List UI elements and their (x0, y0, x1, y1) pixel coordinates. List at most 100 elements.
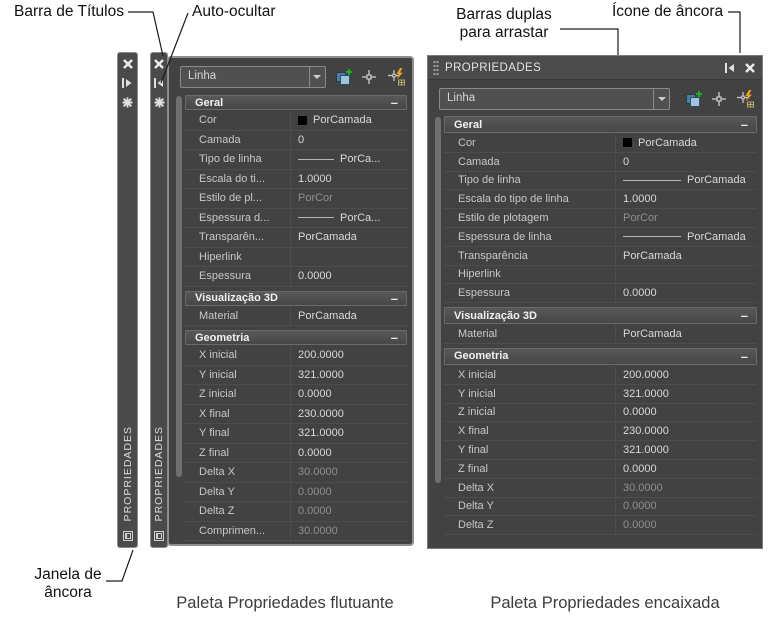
property-value[interactable]: 30.0000 (291, 525, 407, 537)
property-value[interactable]: PorCamada (616, 174, 757, 186)
property-row[interactable]: Escala do ti... 1.0000 (185, 169, 407, 189)
property-row[interactable]: Y final 321.0000 (444, 441, 757, 460)
property-row[interactable]: Camada 0 (185, 130, 407, 150)
property-row[interactable]: Material PorCamada (185, 306, 407, 326)
property-value[interactable]: 0 (291, 134, 407, 146)
property-row[interactable]: Z inicial 0.0000 (444, 403, 757, 423)
anchor-window-bar[interactable]: PROPRIEDADES (117, 52, 138, 548)
property-row[interactable]: Delta Z 0.0000 (185, 502, 407, 522)
property-value[interactable]: 321.0000 (291, 427, 407, 439)
object-type-dropdown[interactable]: Linha (439, 88, 671, 110)
section-header[interactable]: Visualização 3D – (185, 290, 407, 306)
collapse-button[interactable]: – (740, 117, 748, 132)
property-row[interactable]: Espessura 0.0000 (444, 284, 757, 304)
property-value[interactable]: 0.0000 (291, 505, 407, 517)
property-value[interactable]: 0.0000 (616, 406, 757, 418)
property-value[interactable]: PorCor (291, 192, 407, 204)
property-row[interactable]: Espessura d... PorCa... (185, 208, 407, 228)
toggle-pickadd-button[interactable] (733, 89, 756, 109)
property-value[interactable]: 0.0000 (291, 486, 407, 498)
property-value[interactable]: 0.0000 (616, 287, 757, 299)
scrollbar-thumb[interactable] (435, 117, 441, 484)
chevron-down-icon[interactable] (308, 67, 325, 87)
section-header[interactable]: Geometria – (185, 330, 407, 345)
close-icon[interactable] (745, 62, 755, 73)
property-row[interactable]: Hiperlink (444, 265, 757, 285)
property-value[interactable]: PorCa... (291, 153, 407, 165)
property-row[interactable]: Espessura de linha PorCamada (444, 227, 757, 247)
property-row[interactable]: Y inicial 321.0000 (185, 365, 407, 385)
auto-hide-arrow-icon[interactable] (122, 78, 133, 88)
properties-gear-icon[interactable] (154, 97, 165, 108)
property-value[interactable]: PorCor (616, 212, 757, 224)
property-row[interactable]: Transparên... PorCamada (185, 228, 407, 248)
property-value[interactable]: 1.0000 (616, 193, 757, 205)
section-header[interactable]: Visualização 3D – (444, 307, 757, 325)
property-row[interactable]: X final 230.0000 (444, 422, 757, 442)
property-row[interactable]: Comprimen... 30.0000 (185, 521, 407, 541)
property-value[interactable]: 0.0000 (616, 519, 757, 531)
property-row[interactable]: Cor PorCamada (185, 111, 407, 131)
docked-titlebar[interactable]: PROPRIEDADES (428, 56, 762, 80)
property-value[interactable]: 0.0000 (616, 463, 757, 475)
property-value[interactable]: 0.0000 (291, 447, 407, 459)
floating-palette-titlebar[interactable]: PROPRIEDADES (150, 52, 168, 548)
property-row[interactable]: Espessura 0.0000 (185, 267, 407, 287)
collapse-button[interactable]: – (740, 308, 748, 324)
property-row[interactable]: Transparência PorCamada (444, 246, 757, 266)
object-type-dropdown[interactable]: Linha (180, 66, 326, 88)
property-value[interactable]: PorCamada (291, 114, 407, 126)
property-value[interactable]: 200.0000 (291, 349, 407, 361)
select-objects-button[interactable] (358, 67, 381, 87)
property-row[interactable]: Estilo de plotagem PorCor (444, 209, 757, 228)
property-value[interactable]: PorCa... (291, 212, 407, 224)
property-value[interactable]: PorCamada (291, 231, 407, 243)
anchor-icon[interactable] (725, 62, 736, 73)
select-objects-button[interactable] (708, 89, 731, 109)
scrollbar[interactable] (172, 95, 185, 538)
property-value[interactable]: 200.0000 (616, 369, 757, 381)
property-row[interactable]: Tipo de linha PorCa... (185, 150, 407, 170)
anchor-window-icon[interactable] (153, 530, 165, 542)
section-header[interactable]: Geral – (444, 116, 757, 133)
property-value[interactable]: PorCamada (291, 310, 407, 322)
property-value[interactable]: 230.0000 (616, 425, 757, 437)
close-icon[interactable] (154, 59, 164, 69)
properties-gear-icon[interactable] (122, 97, 133, 108)
property-value[interactable]: 230.0000 (291, 408, 407, 420)
close-icon[interactable] (122, 59, 133, 69)
property-value[interactable]: PorCamada (616, 137, 757, 149)
property-row[interactable]: X final 230.0000 (185, 404, 407, 424)
property-row[interactable]: Z final 0.0000 (444, 459, 757, 479)
quick-select-button[interactable] (682, 89, 705, 109)
quick-select-button[interactable] (332, 67, 355, 87)
property-value[interactable]: 0.0000 (616, 500, 757, 512)
collapse-button[interactable]: – (390, 95, 398, 110)
section-header[interactable]: Geral – (185, 95, 407, 110)
property-row[interactable]: Camada 0 (444, 152, 757, 172)
property-row[interactable]: X inicial 200.0000 (185, 346, 407, 366)
property-row[interactable]: Delta Z 0.0000 (444, 516, 757, 536)
scrollbar-thumb[interactable] (176, 96, 182, 477)
property-value[interactable]: 0.0000 (291, 388, 407, 400)
property-value[interactable]: 0 (616, 156, 757, 168)
drag-grip-icon[interactable] (433, 59, 439, 76)
property-row[interactable]: Cor PorCamada (444, 134, 757, 153)
scrollbar[interactable] (431, 116, 444, 542)
property-value[interactable]: 321.0000 (616, 444, 757, 456)
property-row[interactable]: Z inicial 0.0000 (185, 385, 407, 405)
property-value[interactable]: 1.0000 (291, 173, 407, 185)
property-row[interactable]: Tipo de linha PorCamada (444, 171, 757, 191)
property-row[interactable]: Hiperlink (185, 247, 407, 267)
collapse-button[interactable]: – (390, 290, 398, 306)
property-value[interactable]: PorCamada (616, 231, 757, 243)
property-value[interactable]: 30.0000 (291, 466, 407, 478)
collapse-button[interactable]: – (390, 330, 398, 345)
collapse-button[interactable]: – (740, 348, 748, 364)
property-row[interactable]: Delta Y 0.0000 (185, 482, 407, 502)
anchor-window-icon[interactable] (122, 530, 134, 542)
property-row[interactable]: Delta X 30.0000 (444, 478, 757, 498)
property-value[interactable]: 321.0000 (616, 388, 757, 400)
property-value[interactable]: PorCamada (616, 250, 757, 262)
property-row[interactable]: Delta Y 0.0000 (444, 497, 757, 517)
